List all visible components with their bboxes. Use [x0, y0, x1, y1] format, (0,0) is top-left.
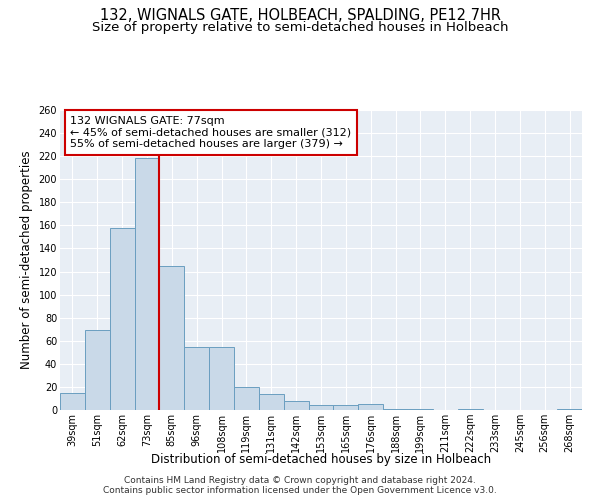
Bar — [160, 266, 184, 410]
Bar — [184, 346, 209, 410]
Text: Contains public sector information licensed under the Open Government Licence v3: Contains public sector information licen… — [103, 486, 497, 495]
Bar — [85, 330, 110, 410]
Bar — [134, 158, 160, 410]
Text: 132, WIGNALS GATE, HOLBEACH, SPALDING, PE12 7HR: 132, WIGNALS GATE, HOLBEACH, SPALDING, P… — [100, 8, 500, 22]
Bar — [308, 406, 334, 410]
Text: Contains HM Land Registry data © Crown copyright and database right 2024.: Contains HM Land Registry data © Crown c… — [124, 476, 476, 485]
Bar — [259, 394, 284, 410]
Text: Size of property relative to semi-detached houses in Holbeach: Size of property relative to semi-detach… — [92, 21, 508, 34]
Bar — [334, 406, 358, 410]
Bar — [557, 409, 582, 410]
Bar — [284, 401, 308, 410]
Text: Distribution of semi-detached houses by size in Holbeach: Distribution of semi-detached houses by … — [151, 452, 491, 466]
Bar — [358, 404, 383, 410]
Bar — [458, 409, 482, 410]
Bar — [60, 392, 85, 410]
Y-axis label: Number of semi-detached properties: Number of semi-detached properties — [20, 150, 33, 370]
Bar — [234, 387, 259, 410]
Bar — [209, 346, 234, 410]
Text: 132 WIGNALS GATE: 77sqm
← 45% of semi-detached houses are smaller (312)
55% of s: 132 WIGNALS GATE: 77sqm ← 45% of semi-de… — [70, 116, 352, 149]
Bar — [408, 409, 433, 410]
Bar — [110, 228, 134, 410]
Bar — [383, 409, 408, 410]
